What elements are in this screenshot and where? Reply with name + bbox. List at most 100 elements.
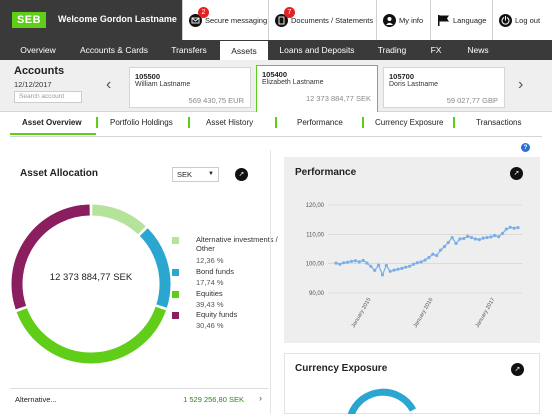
secure-messaging-button[interactable]: 2 Secure messaging [182,0,268,40]
performance-point [427,255,431,260]
legend-swatch [172,269,179,276]
performance-point [446,240,450,245]
currency-select[interactable]: SEK ▼ [172,167,219,182]
tab-asset-history[interactable]: Asset History [206,118,254,127]
nav-fx[interactable]: FX [430,45,442,55]
seb-logo[interactable]: SEB [12,12,46,28]
share-icon[interactable]: ➚ [511,363,524,376]
asset-allocation-donut [11,204,171,364]
nav-transfers[interactable]: Transfers [171,45,207,55]
my-info-button[interactable]: My info [376,0,430,40]
brand-area: SEB Welcome Gordon Lastname [0,0,182,40]
performance-point [442,245,447,249]
tab-performance[interactable]: Performance [297,118,343,127]
account-card[interactable]: 105700 Doris Lastname 59 027,77 GBP [383,67,505,108]
performance-point [423,258,427,262]
performance-point [400,266,404,270]
y-tick-label: 90,00 [309,291,325,297]
performance-point [435,253,439,258]
column-divider [270,150,271,414]
x-tick-label: January 2015 [351,297,373,329]
performance-point [504,227,508,231]
asset-subtabs: Asset Overview Portfolio Holdings Asset … [0,112,552,136]
account-holder: William Lastname [135,81,191,88]
nav-news[interactable]: News [467,45,489,55]
nav-trading[interactable]: Trading [377,45,407,55]
x-tick-label: January 2017 [475,297,497,329]
legend-label: Equity funds [196,310,238,319]
performance-point [415,261,419,265]
performance-point [466,234,470,238]
legend-label: Bond funds [196,267,234,276]
currency-select-value: SEK [177,170,193,179]
documents-count-badge: 7 [284,6,295,18]
tab-separator [188,117,190,128]
tab-currency-exposure[interactable]: Currency Exposure [375,118,444,127]
performance-point [392,268,396,272]
chevron-right-icon: › [259,393,262,403]
performance-point [388,269,392,273]
chevron-left-icon[interactable]: ‹ [106,76,112,93]
nav-assets[interactable]: Assets [220,41,268,60]
welcome-text: Welcome Gordon Lastname [58,14,177,24]
nav-loans-deposits[interactable]: Loans and Deposits [279,45,355,55]
performance-point [396,267,400,271]
tab-transactions[interactable]: Transactions [476,118,522,127]
tab-portfolio-holdings[interactable]: Portfolio Holdings [110,118,173,127]
language-label: Language [453,15,487,25]
account-number: 105700 [389,72,415,81]
performance-point [365,261,369,265]
share-icon[interactable]: ➚ [235,168,248,181]
performance-point [497,235,501,239]
account-search-input[interactable]: Search account [14,91,82,103]
legend-swatch [172,291,179,298]
nav-accounts-cards[interactable]: Accounts & Cards [79,45,149,55]
allocation-row[interactable]: Alternative... 1 529 256,80 SEK › [10,388,268,408]
share-icon[interactable]: ➚ [510,167,523,180]
accounts-date: 12/12/2017 [14,80,52,89]
active-tab-underline [10,133,96,135]
performance-point [407,264,412,268]
performance-point [411,262,416,266]
currency-exposure-title: Currency Exposure [295,363,388,374]
performance-point [431,252,435,256]
app-header: SEB Welcome Gordon Lastname 2 Secure mes… [0,0,552,40]
account-number: 105500 [135,72,161,81]
performance-point [458,237,462,241]
tab-separator [362,117,364,128]
account-holder: Doris Lastname [389,81,439,88]
legend-swatch [172,237,179,244]
language-button[interactable]: Language [430,0,492,40]
tab-asset-overview[interactable]: Asset Overview [22,118,82,127]
chevron-right-icon[interactable]: › [518,76,524,93]
y-tick-label: 110,00 [306,232,325,238]
account-card-selected[interactable]: 105400 Elizabeth Lastname 12 373 884,77 … [256,65,378,112]
account-balance: 569 430,75 EUR [188,96,244,105]
performance-point [404,265,408,269]
tab-separator [275,117,277,128]
performance-point [454,241,458,246]
performance-chart: 120,00 110,00 100,00 90,00 January 2015 Janu… [306,203,522,329]
allocation-row-label: Alternative... [15,395,57,404]
help-icon[interactable]: ? [521,143,530,152]
donut-slice-bond-funds [139,228,171,308]
nav-overview[interactable]: Overview [20,45,56,55]
log-out-button[interactable]: Log out [492,0,552,40]
accounts-title: Accounts [14,65,65,77]
performance-point [508,225,512,229]
performance-point [334,261,338,265]
performance-point [477,238,481,242]
subtabs-divider [10,136,542,137]
legend-percent: 12,36 % [196,256,224,265]
account-holder: Elizabeth Lastname [262,79,324,86]
performance-point [485,235,489,240]
legend-percent: 30,46 % [196,321,224,330]
dropdown-arrow-icon: ▼ [208,171,214,177]
asset-allocation-title: Asset Allocation [20,168,98,179]
performance-point [384,263,388,268]
account-card[interactable]: 105500 William Lastname 569 430,75 EUR [129,67,251,108]
documents-statements-button[interactable]: 7 Documents / Statements [268,0,376,40]
performance-point [419,260,423,264]
currency-exposure-panel: Currency Exposure ➚ [284,353,540,414]
performance-point [369,264,373,268]
